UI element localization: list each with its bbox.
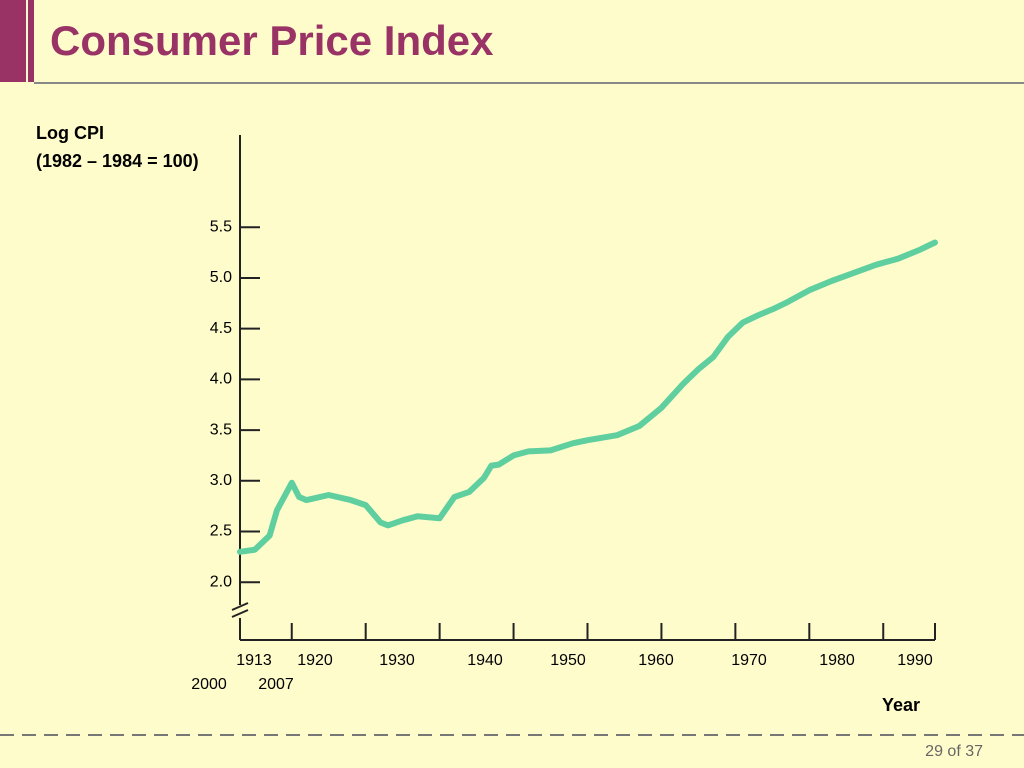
y-tick-label: 2.5 bbox=[210, 523, 232, 540]
page-number: 29 of 37 bbox=[925, 743, 983, 760]
x-tick-label: 1990 bbox=[897, 652, 933, 669]
y-tick-label: 4.5 bbox=[210, 320, 232, 337]
y-axis-label: Log CPI bbox=[36, 123, 104, 143]
x-tick-label: 1960 bbox=[638, 652, 674, 669]
axis-break bbox=[231, 602, 249, 611]
y-axis-label: (1982 – 1984 = 100) bbox=[36, 151, 199, 171]
x-tick-label: 2007 bbox=[258, 676, 294, 693]
x-tick-label: 1930 bbox=[379, 652, 415, 669]
accent-bar bbox=[28, 0, 34, 82]
x-tick-label: 1913 bbox=[236, 652, 272, 669]
accent-bar bbox=[0, 0, 26, 82]
x-tick-label: 1970 bbox=[731, 652, 767, 669]
x-tick-label: 1950 bbox=[550, 652, 586, 669]
y-tick-label: 2.0 bbox=[210, 573, 232, 590]
y-tick-label: 3.5 bbox=[210, 421, 232, 438]
x-tick-label: 2000 bbox=[191, 676, 227, 693]
data-line bbox=[237, 239, 938, 555]
axis-break bbox=[231, 609, 249, 618]
y-tick-label: 5.0 bbox=[210, 269, 232, 286]
y-tick-label: 5.5 bbox=[210, 218, 232, 235]
x-axis-label: Year bbox=[882, 695, 920, 715]
x-tick-label: 1940 bbox=[467, 652, 503, 669]
slide-title: Consumer Price Index bbox=[50, 17, 494, 64]
y-tick-label: 3.0 bbox=[210, 472, 232, 489]
x-tick-label: 1920 bbox=[297, 652, 333, 669]
x-tick-label: 1980 bbox=[819, 652, 855, 669]
y-tick-label: 4.0 bbox=[210, 371, 232, 388]
